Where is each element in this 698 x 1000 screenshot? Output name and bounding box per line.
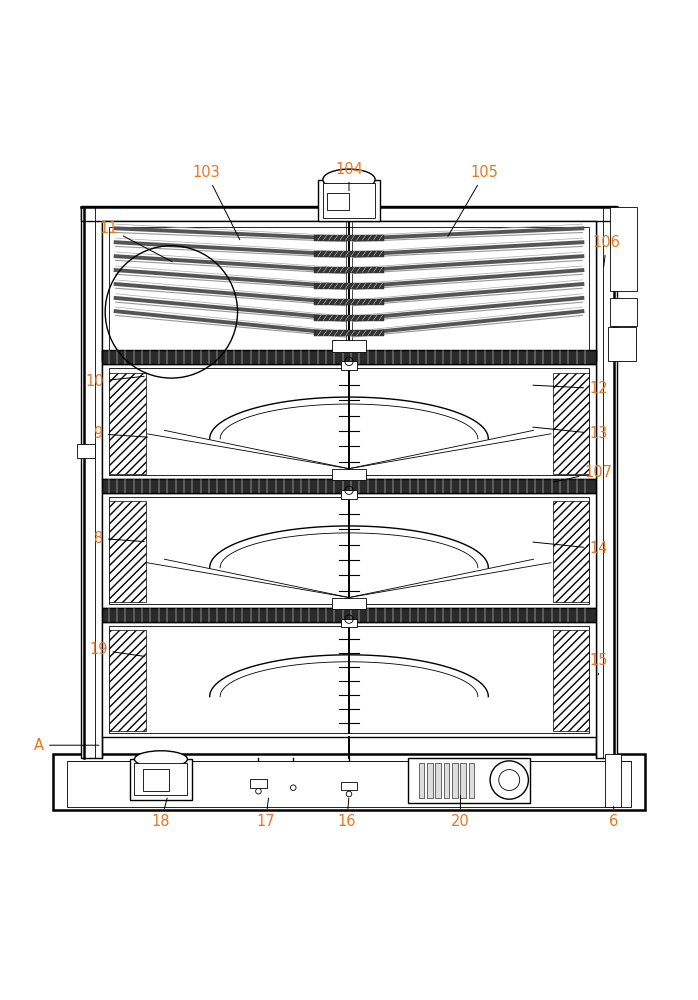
Text: 8: 8 xyxy=(94,531,144,546)
Bar xyxy=(332,469,366,480)
Bar xyxy=(110,630,146,731)
Bar xyxy=(77,444,95,458)
Bar xyxy=(81,206,617,221)
Bar xyxy=(327,193,349,210)
Bar xyxy=(53,754,645,810)
Bar xyxy=(102,364,596,479)
Bar xyxy=(610,207,637,291)
Bar xyxy=(553,501,589,602)
Bar xyxy=(314,235,384,241)
Bar xyxy=(314,283,384,289)
Bar xyxy=(332,598,366,609)
Text: A: A xyxy=(34,738,99,753)
Bar xyxy=(314,267,384,273)
Bar xyxy=(596,207,617,758)
Bar xyxy=(553,630,589,731)
Bar xyxy=(109,368,589,475)
Bar xyxy=(341,619,357,627)
Bar xyxy=(605,754,621,807)
Bar xyxy=(102,608,596,622)
Circle shape xyxy=(346,791,352,797)
Bar xyxy=(314,299,384,305)
Bar xyxy=(452,763,458,798)
Bar xyxy=(109,626,589,733)
Text: 106: 106 xyxy=(593,235,621,267)
Bar xyxy=(135,763,187,795)
Bar xyxy=(408,758,530,803)
Bar xyxy=(109,497,589,604)
Bar xyxy=(318,180,380,221)
Bar xyxy=(130,759,192,800)
Bar xyxy=(67,761,631,807)
Bar xyxy=(341,490,357,499)
Text: 6: 6 xyxy=(609,807,618,829)
Bar xyxy=(102,479,596,493)
Bar xyxy=(102,350,596,364)
Bar xyxy=(610,298,637,326)
Text: 10: 10 xyxy=(85,374,144,389)
Text: 16: 16 xyxy=(338,798,356,829)
Text: 18: 18 xyxy=(151,798,170,829)
Bar xyxy=(322,183,376,218)
Bar xyxy=(444,763,450,798)
Bar xyxy=(314,251,384,257)
Bar xyxy=(102,622,596,737)
Ellipse shape xyxy=(323,169,375,190)
Bar xyxy=(81,207,102,758)
Bar xyxy=(332,340,366,352)
Text: 15: 15 xyxy=(589,653,608,675)
Text: 105: 105 xyxy=(448,165,499,236)
Text: 13: 13 xyxy=(533,426,607,441)
Text: 9: 9 xyxy=(94,426,148,441)
Bar xyxy=(314,315,384,321)
Bar xyxy=(608,327,636,361)
Text: 20: 20 xyxy=(451,795,470,829)
Bar xyxy=(109,227,589,355)
Bar xyxy=(250,779,267,788)
Ellipse shape xyxy=(490,761,528,799)
Text: 14: 14 xyxy=(533,541,608,556)
Bar xyxy=(469,763,475,798)
Text: 19: 19 xyxy=(89,642,144,657)
Bar xyxy=(427,763,433,798)
Text: 103: 103 xyxy=(193,165,240,240)
Bar xyxy=(461,763,466,798)
Bar xyxy=(110,373,146,474)
Text: 107: 107 xyxy=(554,465,612,482)
Text: 17: 17 xyxy=(256,798,275,829)
Bar xyxy=(314,330,384,336)
Bar xyxy=(110,501,146,602)
Bar xyxy=(341,782,357,790)
Ellipse shape xyxy=(135,751,187,767)
Text: 11: 11 xyxy=(99,221,172,262)
Bar xyxy=(102,221,596,361)
Circle shape xyxy=(255,788,261,794)
Text: 104: 104 xyxy=(335,162,363,191)
Bar xyxy=(419,763,424,798)
Bar xyxy=(436,763,441,798)
Text: 12: 12 xyxy=(533,381,608,396)
Bar xyxy=(342,352,356,359)
Bar xyxy=(144,769,169,791)
Bar xyxy=(341,361,357,370)
Bar xyxy=(553,373,589,474)
Bar xyxy=(336,347,362,355)
Circle shape xyxy=(290,785,296,790)
Ellipse shape xyxy=(499,770,520,790)
Bar xyxy=(102,493,596,608)
